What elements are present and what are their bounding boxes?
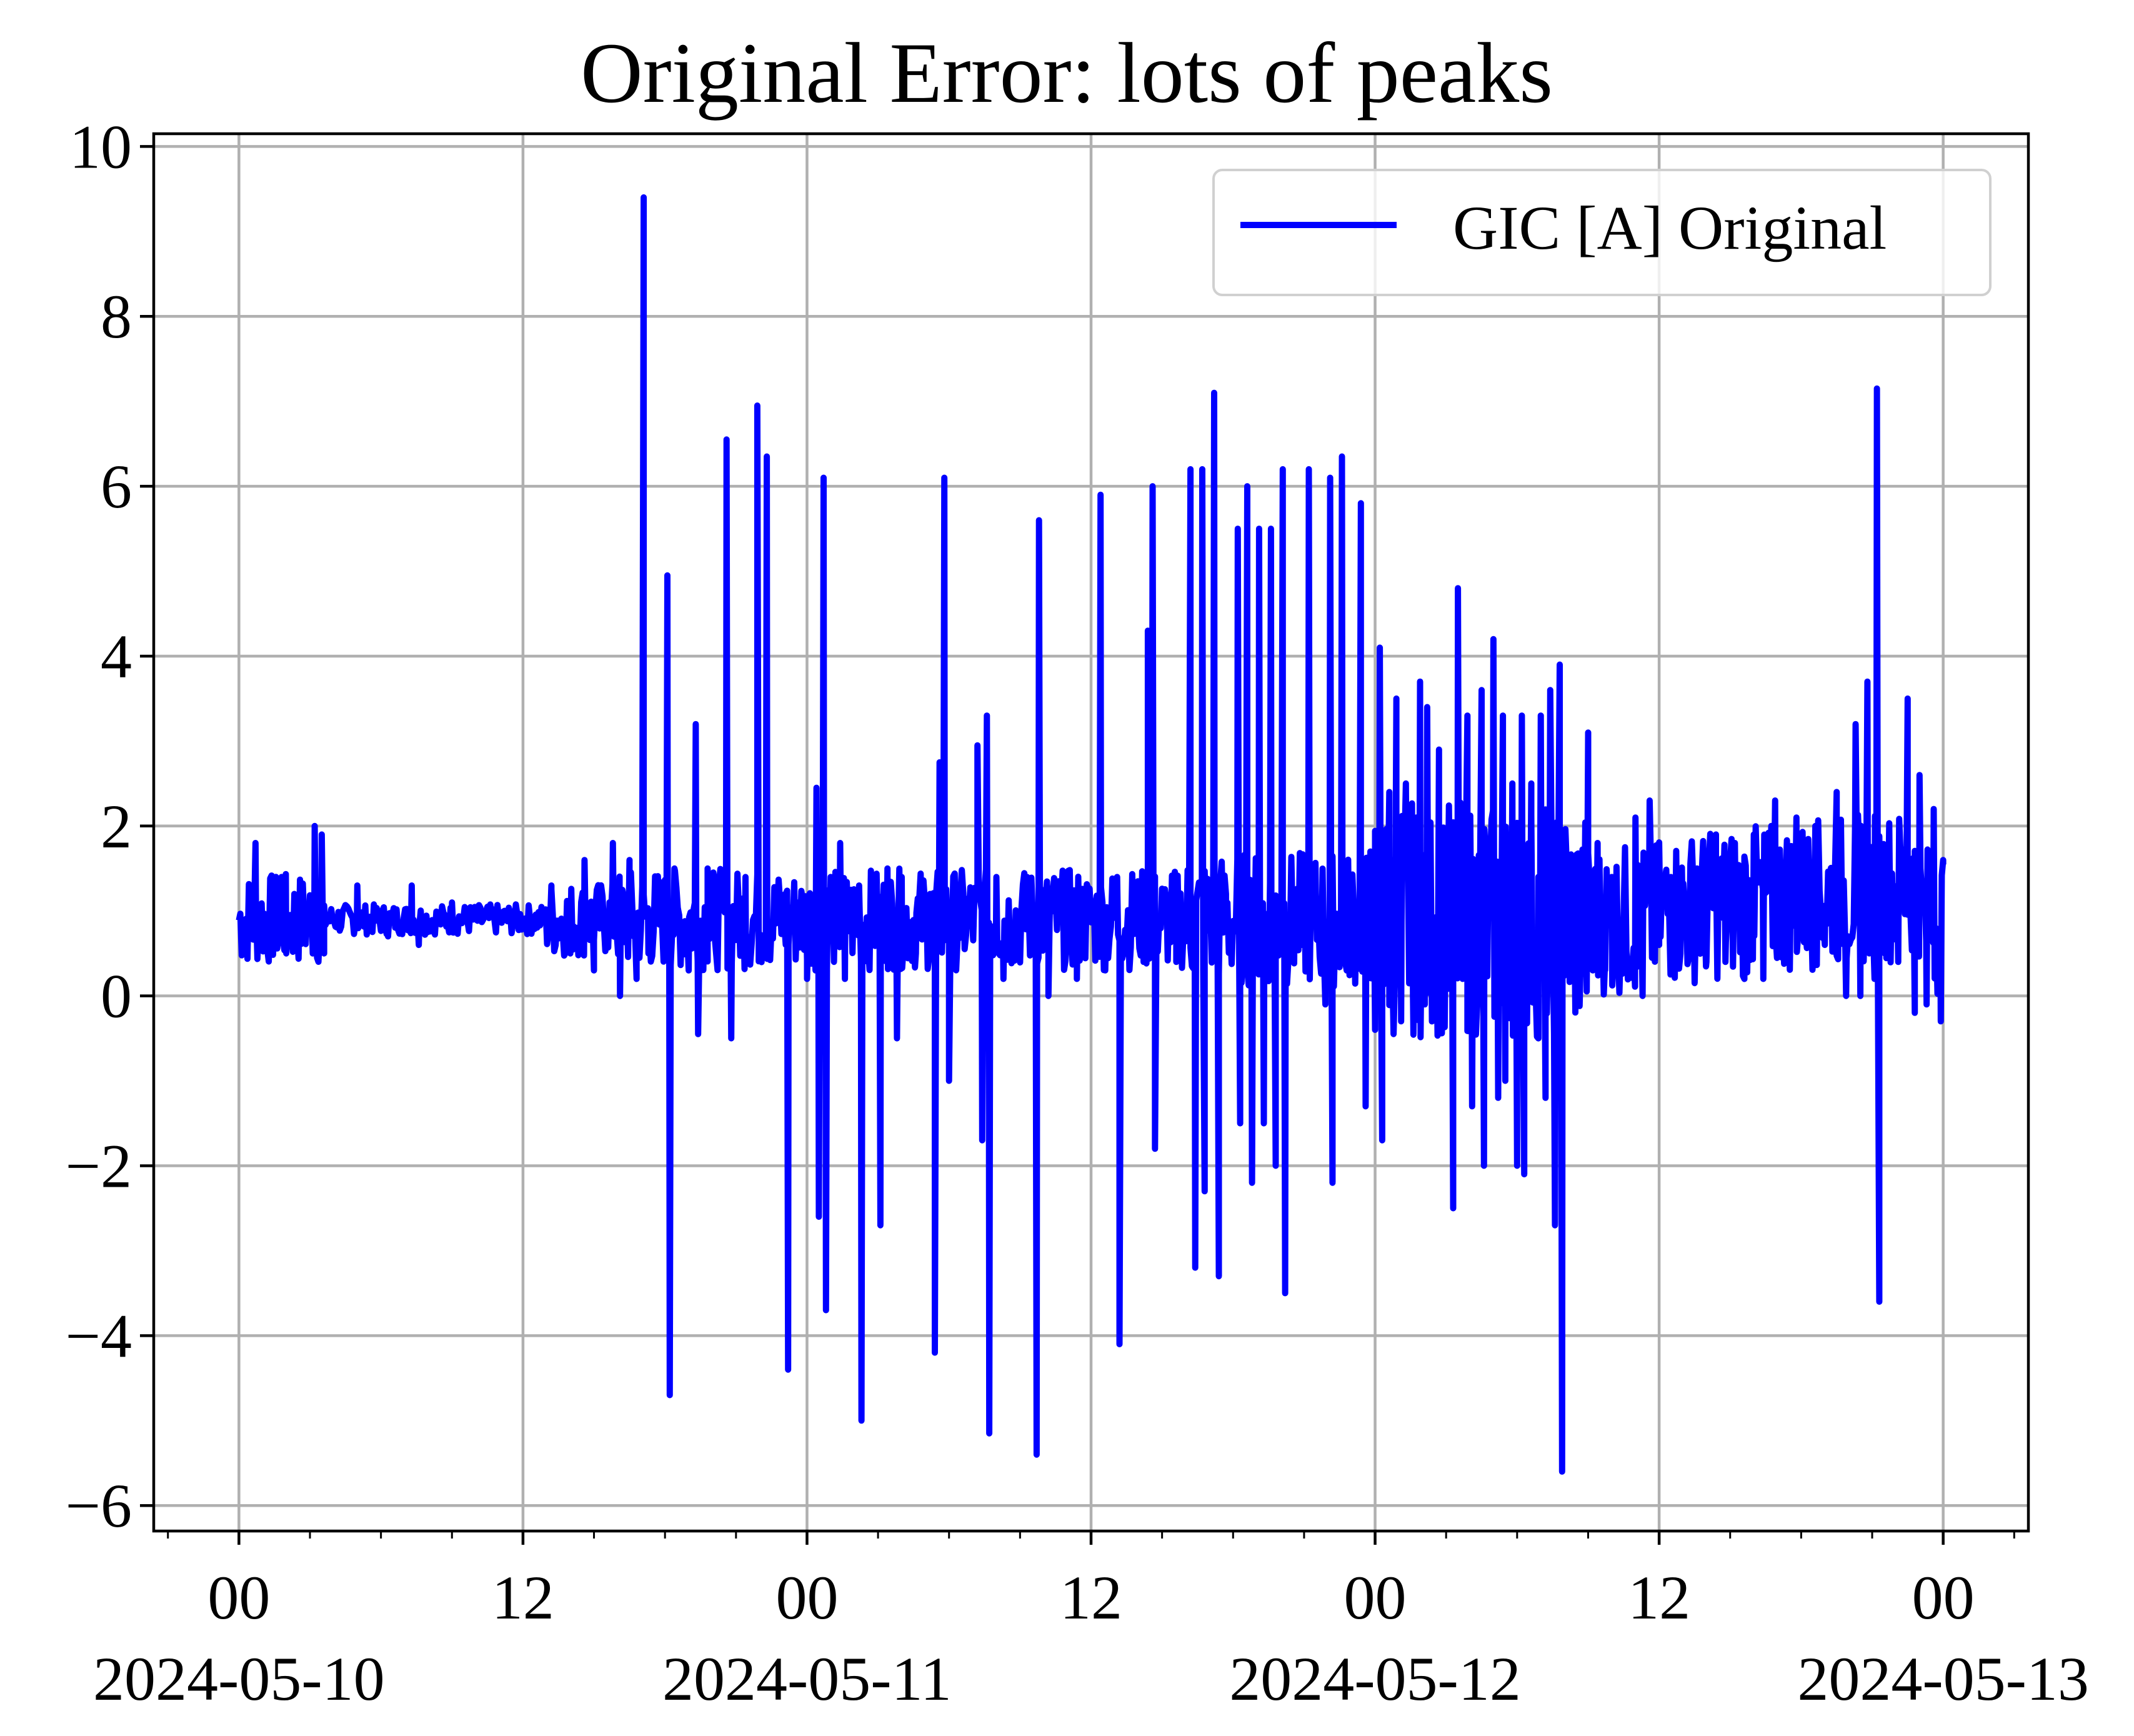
grid-lines bbox=[154, 134, 2028, 1531]
y-tick-label: 2 bbox=[101, 792, 132, 861]
y-tick-label: 4 bbox=[101, 622, 132, 691]
x-tick-label: 00 bbox=[207, 1563, 270, 1632]
x-tick-date-label: 2024-05-12 bbox=[1229, 1644, 1521, 1714]
x-tick-label: 12 bbox=[492, 1563, 554, 1632]
y-tick-label: 6 bbox=[101, 452, 132, 521]
x-tick-date-label: 2024-05-10 bbox=[93, 1644, 385, 1714]
y-tick-label: 0 bbox=[101, 962, 132, 1031]
series-layer bbox=[236, 194, 1947, 1475]
legend-label-gic: GIC [A] Original bbox=[1453, 193, 1887, 262]
x-tick-date-label: 2024-05-13 bbox=[1797, 1644, 2089, 1714]
x-tick-label: 00 bbox=[1344, 1563, 1407, 1632]
series-line-gic bbox=[236, 194, 1947, 1475]
axis-ticks: −6 −4 −2 0 2 4 6 8 10 00 2024-05-10 12 00 2024-05-11 1… bbox=[66, 112, 2089, 1714]
legend-box bbox=[1212, 169, 1992, 296]
x-tick-label: 12 bbox=[1060, 1563, 1122, 1632]
chart-title: Original Error: lots of peaks bbox=[581, 25, 1553, 121]
legend: GIC [A] Original bbox=[1212, 169, 1992, 296]
y-tick-label: −6 bbox=[66, 1471, 132, 1540]
y-tick-label: −4 bbox=[66, 1301, 132, 1370]
y-tick-label: −2 bbox=[66, 1132, 132, 1201]
x-tick-label: 00 bbox=[775, 1563, 838, 1632]
x-tick-label: 12 bbox=[1628, 1563, 1690, 1632]
x-tick-label: 00 bbox=[1912, 1563, 1975, 1632]
y-tick-label: 8 bbox=[101, 282, 132, 351]
y-tick-label: 10 bbox=[69, 112, 132, 181]
x-tick-date-label: 2024-05-11 bbox=[662, 1644, 952, 1714]
